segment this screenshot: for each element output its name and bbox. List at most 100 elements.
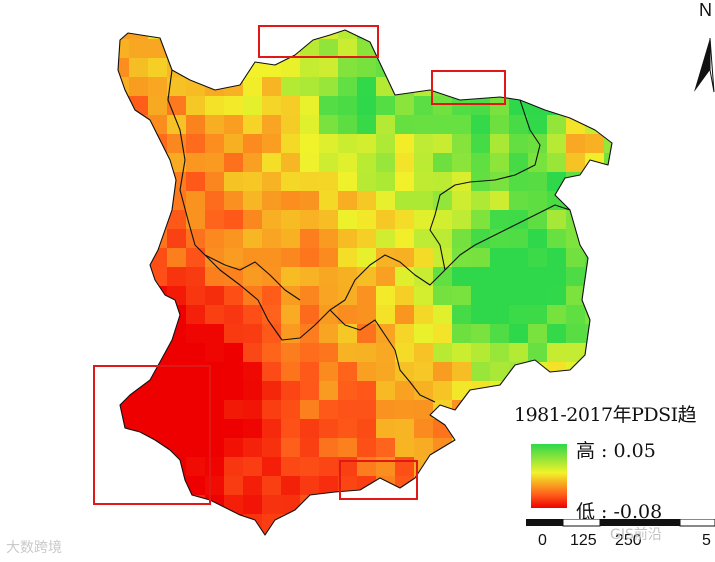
raster-cell: [604, 77, 612, 96]
raster-cell: [585, 58, 604, 77]
raster-cell: [243, 210, 262, 229]
raster-cell: [585, 362, 604, 381]
raster-cell: [566, 210, 585, 229]
raster-cell: [509, 58, 528, 77]
raster-cell: [148, 172, 167, 191]
raster-cell: [414, 115, 433, 134]
border-yunnan-guizhou: [329, 309, 436, 403]
raster-cell: [300, 514, 319, 533]
raster-cell: [319, 248, 338, 267]
raster-cell: [433, 381, 452, 400]
raster-cell: [224, 191, 243, 210]
raster-cell: [224, 381, 243, 400]
legend-title: 1981-2017年PDSI趋: [514, 404, 697, 426]
raster-cell: [490, 419, 509, 438]
raster-cell: [262, 96, 281, 115]
raster-cell: [129, 115, 148, 134]
raster-cell: [452, 267, 471, 286]
raster-cell: [547, 286, 566, 305]
raster-cell: [319, 343, 338, 362]
raster-cell: [414, 381, 433, 400]
raster-cell: [547, 134, 566, 153]
raster-cell: [452, 134, 471, 153]
raster-cell: [205, 305, 224, 324]
raster-cell: [243, 533, 262, 535]
raster-cell: [376, 153, 395, 172]
raster-cell: [224, 134, 243, 153]
raster-cell: [205, 476, 224, 495]
raster-cell: [148, 58, 167, 77]
raster-cell: [604, 362, 612, 381]
raster-cell: [300, 210, 319, 229]
raster-cell: [376, 400, 395, 419]
raster-cell: [319, 96, 338, 115]
raster-cell: [167, 400, 186, 419]
raster-cell: [452, 229, 471, 248]
raster-cell: [148, 191, 167, 210]
raster-cell: [433, 514, 452, 533]
raster-cell: [186, 286, 205, 305]
raster-cell: [281, 400, 300, 419]
legend-high-label: 高 : 0.05: [576, 440, 656, 462]
raster-cell: [566, 39, 585, 58]
raster-cell: [471, 343, 490, 362]
raster-cell: [528, 134, 547, 153]
raster-cell: [490, 134, 509, 153]
scale-tick-250: 250: [615, 532, 642, 549]
raster-cell: [129, 153, 148, 172]
raster-cell: [433, 210, 452, 229]
raster-cell: [414, 419, 433, 438]
raster-cell: [433, 495, 452, 514]
raster-cell: [281, 305, 300, 324]
raster-cell: [547, 324, 566, 343]
raster-cell: [281, 134, 300, 153]
raster-cell: [509, 438, 528, 457]
raster-cell: [471, 514, 490, 533]
watermark-right: GIS前沿: [610, 527, 662, 543]
raster-cell: [528, 153, 547, 172]
raster-cell: [129, 286, 148, 305]
raster-cell: [186, 30, 205, 39]
raster-cell: [186, 514, 205, 533]
raster-cell: [490, 400, 509, 419]
raster-cell: [414, 58, 433, 77]
raster-cell: [319, 115, 338, 134]
raster-cell: [118, 191, 129, 210]
raster-cell: [490, 324, 509, 343]
raster-cell: [167, 115, 186, 134]
raster-cell: [395, 514, 414, 533]
raster-cell: [528, 58, 547, 77]
raster-cell: [433, 533, 452, 535]
raster-cell: [129, 305, 148, 324]
raster-cell: [167, 229, 186, 248]
raster-cell: [471, 419, 490, 438]
raster-cell: [604, 30, 612, 39]
raster-cell: [167, 267, 186, 286]
raster-cell: [243, 476, 262, 495]
raster-cell: [243, 191, 262, 210]
raster-cell: [566, 58, 585, 77]
raster-cell: [395, 400, 414, 419]
raster-cell: [338, 210, 357, 229]
raster-cell: [319, 172, 338, 191]
raster-cell: [547, 305, 566, 324]
raster-cell: [357, 134, 376, 153]
raster-cell: [452, 286, 471, 305]
raster-cell: [167, 172, 186, 191]
raster-cell: [281, 514, 300, 533]
raster-cell: [224, 115, 243, 134]
raster-cell: [262, 457, 281, 476]
raster-cell: [490, 229, 509, 248]
raster-cell: [452, 438, 471, 457]
raster-cell: [547, 39, 566, 58]
raster-cell: [186, 39, 205, 58]
raster-cell: [509, 229, 528, 248]
raster-cell: [281, 362, 300, 381]
raster-cell: [604, 96, 612, 115]
raster-cell: [281, 172, 300, 191]
raster-cell: [243, 229, 262, 248]
raster-cell: [281, 533, 300, 535]
raster-cell: [186, 229, 205, 248]
raster-cell: [186, 267, 205, 286]
raster-cell: [509, 457, 528, 476]
